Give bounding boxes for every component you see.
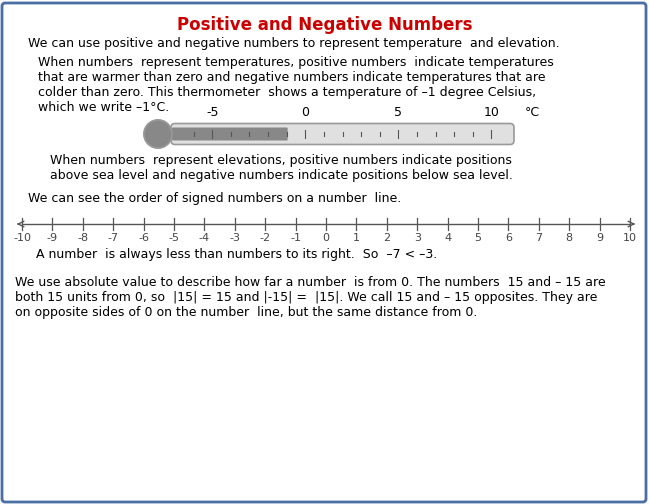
Text: -4: -4 bbox=[199, 233, 210, 243]
Text: colder than zero. This thermometer  shows a temperature of –1 degree Celsius,: colder than zero. This thermometer shows… bbox=[38, 86, 536, 99]
Text: 0: 0 bbox=[302, 105, 309, 118]
Text: -8: -8 bbox=[77, 233, 88, 243]
Text: 4: 4 bbox=[444, 233, 451, 243]
Text: -2: -2 bbox=[259, 233, 271, 243]
Text: 3: 3 bbox=[413, 233, 421, 243]
Text: -1: -1 bbox=[290, 233, 301, 243]
Text: We use absolute value to describe how far a number  is from 0. The numbers  15 a: We use absolute value to describe how fa… bbox=[15, 276, 606, 289]
Text: 0: 0 bbox=[322, 233, 330, 243]
Text: 5: 5 bbox=[395, 105, 402, 118]
Text: which we write –1°C.: which we write –1°C. bbox=[38, 101, 169, 114]
Text: that are warmer than zero and negative numbers indicate temperatures that are: that are warmer than zero and negative n… bbox=[38, 71, 545, 84]
Text: 10: 10 bbox=[623, 233, 637, 243]
Text: °C: °C bbox=[525, 105, 540, 118]
Text: -5: -5 bbox=[206, 105, 218, 118]
Text: 1: 1 bbox=[353, 233, 360, 243]
Text: -9: -9 bbox=[47, 233, 58, 243]
Text: 10: 10 bbox=[484, 105, 499, 118]
Text: -7: -7 bbox=[108, 233, 119, 243]
Text: A number  is always less than numbers to its right.  So  –7 < –3.: A number is always less than numbers to … bbox=[28, 248, 437, 261]
Text: We can use positive and negative numbers to represent temperature  and elevation: We can use positive and negative numbers… bbox=[28, 37, 560, 50]
Text: Positive and Negative Numbers: Positive and Negative Numbers bbox=[177, 16, 473, 34]
Text: When numbers  represent temperatures, positive numbers  indicate temperatures: When numbers represent temperatures, pos… bbox=[38, 56, 554, 69]
Text: above sea level and negative numbers indicate positions below sea level.: above sea level and negative numbers ind… bbox=[50, 169, 513, 182]
Circle shape bbox=[144, 120, 172, 148]
FancyBboxPatch shape bbox=[171, 123, 514, 145]
Text: on opposite sides of 0 on the number  line, but the same distance from 0.: on opposite sides of 0 on the number lin… bbox=[15, 306, 477, 319]
Text: 2: 2 bbox=[384, 233, 391, 243]
Text: -6: -6 bbox=[138, 233, 149, 243]
Text: both 15 units from 0, so  |15| = 15 and |-15| =  |15|. We call 15 and – 15 oppos: both 15 units from 0, so |15| = 15 and |… bbox=[15, 291, 597, 304]
Text: 8: 8 bbox=[566, 233, 573, 243]
Text: When numbers  represent elevations, positive numbers indicate positions: When numbers represent elevations, posit… bbox=[50, 154, 512, 167]
Text: 9: 9 bbox=[596, 233, 603, 243]
Text: We can see the order of signed numbers on a number  line.: We can see the order of signed numbers o… bbox=[28, 192, 401, 205]
FancyBboxPatch shape bbox=[172, 128, 288, 141]
FancyBboxPatch shape bbox=[2, 3, 646, 502]
Text: -10: -10 bbox=[13, 233, 31, 243]
Text: 5: 5 bbox=[474, 233, 482, 243]
Text: 7: 7 bbox=[535, 233, 542, 243]
Text: 6: 6 bbox=[505, 233, 512, 243]
Text: -5: -5 bbox=[168, 233, 179, 243]
Text: -3: -3 bbox=[229, 233, 240, 243]
